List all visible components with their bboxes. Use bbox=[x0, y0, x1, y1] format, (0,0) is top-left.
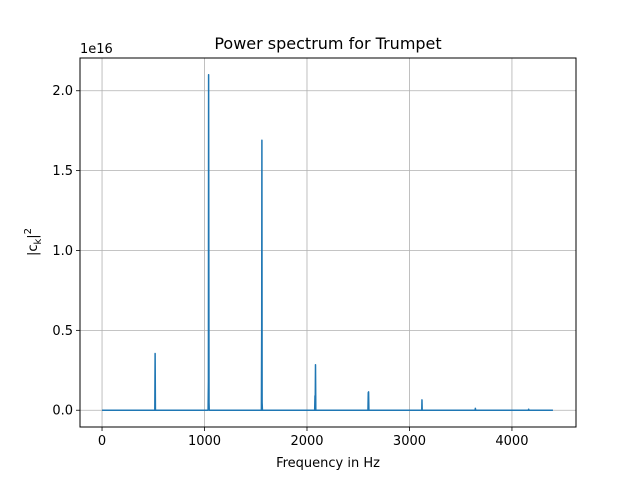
x-tick-label: 4000 bbox=[495, 434, 528, 449]
axes-frame bbox=[79, 57, 577, 428]
y-tick-label: 2.0 bbox=[52, 84, 73, 99]
y-label-superscript: 2 bbox=[23, 228, 34, 234]
y-tick-label: 1.5 bbox=[52, 164, 73, 179]
y-tick-label: 0.0 bbox=[52, 404, 73, 419]
y-tick-label: 1.0 bbox=[52, 244, 73, 259]
y-label-subscript: k bbox=[33, 239, 44, 245]
x-tick-label: 2000 bbox=[290, 434, 323, 449]
y-axis-label: |ck|2 bbox=[23, 228, 44, 256]
chart-title: Power spectrum for Trumpet bbox=[214, 34, 441, 53]
x-tick-label: 0 bbox=[98, 434, 106, 449]
y-tick-label: 0.5 bbox=[52, 324, 73, 339]
x-axis-label: Frequency in Hz bbox=[276, 456, 380, 471]
y-offset-label: 1e16 bbox=[80, 42, 113, 57]
y-label-close: | bbox=[26, 234, 41, 238]
x-tick-label: 3000 bbox=[393, 434, 426, 449]
spectrum-series-line bbox=[102, 74, 553, 411]
y-label-base: |c bbox=[26, 245, 41, 257]
x-axis-ticks: 0 1000 2000 3000 4000 bbox=[98, 427, 528, 449]
y-axis-ticks: 0.0 0.5 1.0 1.5 2.0 bbox=[52, 84, 80, 419]
x-tick-label: 1000 bbox=[188, 434, 221, 449]
plot-series bbox=[102, 74, 553, 411]
